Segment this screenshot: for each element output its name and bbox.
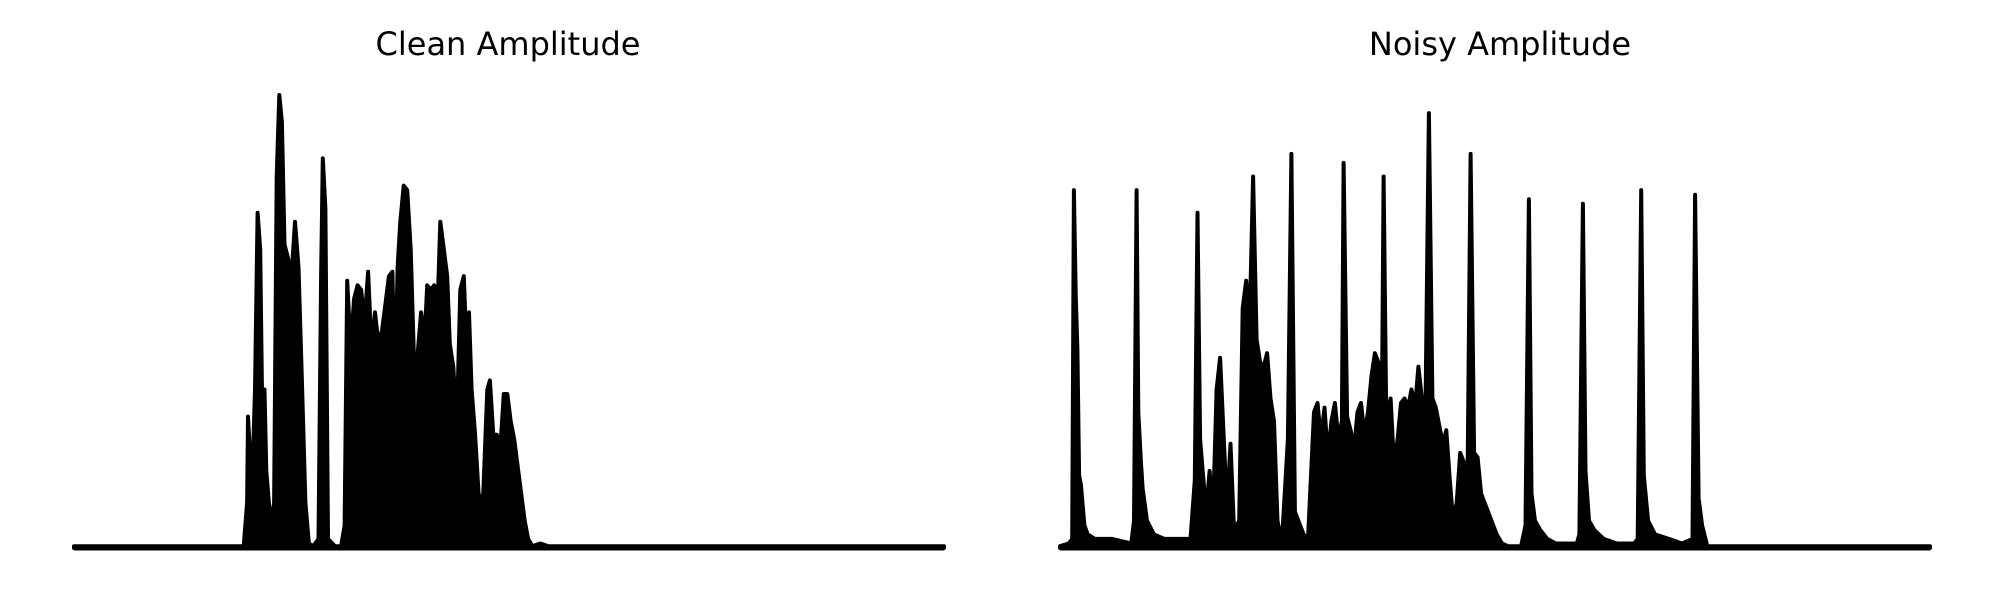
clean-amplitude-area	[72, 93, 946, 550]
chart-title-clean: Clean Amplitude	[376, 25, 641, 63]
clean-amplitude-panel: Clean Amplitude	[72, 25, 946, 551]
chart-title-noisy: Noisy Amplitude	[1369, 25, 1631, 63]
noisy-amplitude-area	[1058, 111, 1932, 550]
noisy-amplitude-panel: Noisy Amplitude	[1058, 25, 1932, 551]
